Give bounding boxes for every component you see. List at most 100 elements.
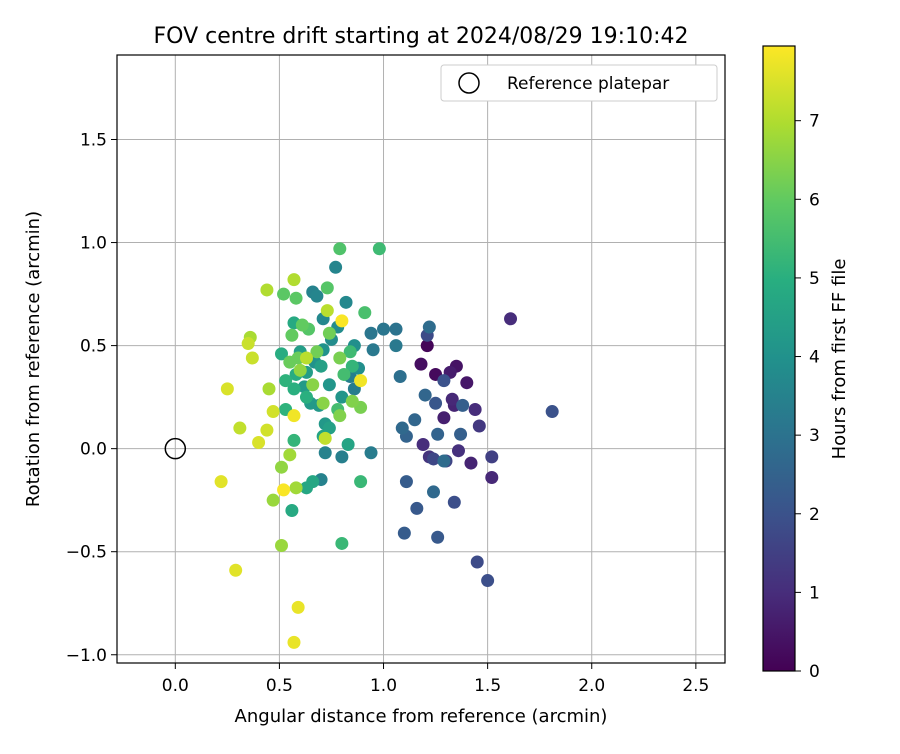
data-point <box>337 367 351 381</box>
colorbar-tick-label: 1 <box>809 583 820 603</box>
data-point <box>285 503 299 517</box>
y-axis-label: Rotation from reference (arcmin) <box>23 211 44 507</box>
data-point <box>287 635 301 649</box>
data-point <box>229 563 243 577</box>
data-point <box>426 485 440 499</box>
data-point <box>485 450 499 464</box>
colorbar-tick-label: 5 <box>809 269 820 289</box>
data-point <box>320 281 334 295</box>
colorbar-gradient <box>762 45 796 672</box>
y-tick-label: −0.5 <box>66 543 107 563</box>
data-point <box>314 359 328 373</box>
data-point <box>289 481 303 495</box>
data-point <box>431 427 445 441</box>
data-point <box>274 347 288 361</box>
data-point <box>274 460 288 474</box>
data-point <box>445 392 459 406</box>
data-point <box>345 394 359 408</box>
data-point <box>293 363 307 377</box>
data-point <box>220 382 234 396</box>
colorbar-tick-label: 6 <box>809 190 820 210</box>
data-point <box>287 382 301 396</box>
data-point <box>285 328 299 342</box>
data-point <box>464 456 478 470</box>
data-point <box>277 483 291 497</box>
chart-title: FOV centre drift starting at 2024/08/29 … <box>154 24 689 49</box>
data-point <box>454 427 468 441</box>
data-point <box>366 343 380 357</box>
data-point <box>485 471 499 485</box>
colorbar-tick-label: 2 <box>809 505 820 525</box>
data-point <box>397 526 411 540</box>
x-tick-label: 0.5 <box>266 676 293 696</box>
data-point <box>289 291 303 305</box>
data-point <box>408 413 422 427</box>
x-tick-label: 1.0 <box>370 676 397 696</box>
colorbar-tick-label: 4 <box>809 348 820 368</box>
data-point <box>354 374 368 388</box>
data-point <box>414 357 428 371</box>
reference-marker <box>164 437 187 460</box>
data-point <box>389 339 403 353</box>
colorbar-label: Hours from first FF file <box>829 259 850 460</box>
data-points <box>214 242 559 649</box>
data-point <box>410 501 424 515</box>
x-axis-ticks: 0.0 0.5 1.0 1.5 2.0 2.5 <box>162 663 709 696</box>
data-point <box>416 438 430 452</box>
data-point <box>322 378 336 392</box>
data-point <box>389 322 403 336</box>
plot-frame <box>116 54 726 664</box>
data-point <box>299 351 313 365</box>
data-point <box>437 411 451 425</box>
x-tick-label: 2.0 <box>578 676 605 696</box>
data-point <box>339 295 353 309</box>
data-point <box>431 530 445 544</box>
data-point <box>262 382 276 396</box>
data-point <box>252 435 266 449</box>
data-point <box>241 337 255 351</box>
data-point <box>233 421 247 435</box>
data-point <box>364 446 378 460</box>
data-point <box>283 355 297 369</box>
data-point <box>470 555 484 569</box>
data-point <box>460 376 474 390</box>
data-point <box>318 446 332 460</box>
x-tick-label: 1.5 <box>474 676 501 696</box>
data-point <box>504 312 518 326</box>
data-point <box>426 452 440 466</box>
y-axis-ticks: −1.0 −0.5 0.0 0.5 1.0 1.5 <box>66 131 117 666</box>
data-point <box>393 370 407 384</box>
data-point <box>299 390 313 404</box>
data-point <box>260 423 274 437</box>
y-tick-label: 0.5 <box>80 337 107 357</box>
data-point <box>306 378 320 392</box>
data-point <box>266 493 280 507</box>
data-point <box>395 421 409 435</box>
data-point <box>310 345 324 359</box>
legend-label: Reference platepar <box>507 74 669 94</box>
y-tick-label: 1.0 <box>80 234 107 254</box>
data-point <box>345 359 359 373</box>
colorbar: 0 1 2 3 4 5 6 7 Hours from first FF file <box>762 45 850 682</box>
data-point <box>310 289 324 303</box>
data-point <box>335 314 349 328</box>
legend-box <box>440 64 718 102</box>
data-point <box>316 396 330 410</box>
data-point <box>279 374 293 388</box>
data-point <box>451 444 465 458</box>
colorbar-tick-label: 0 <box>809 662 820 682</box>
data-point <box>418 388 432 402</box>
data-point <box>287 409 301 423</box>
data-point <box>335 450 349 464</box>
data-point <box>333 409 347 423</box>
data-point <box>399 475 413 489</box>
data-point <box>287 433 301 447</box>
data-point <box>420 339 434 353</box>
colorbar-tick-label: 7 <box>809 112 820 132</box>
colorbar-ticks: 0 1 2 3 4 5 6 7 <box>795 112 820 682</box>
data-point <box>329 260 343 274</box>
data-point <box>472 419 486 433</box>
data-point <box>287 273 301 287</box>
